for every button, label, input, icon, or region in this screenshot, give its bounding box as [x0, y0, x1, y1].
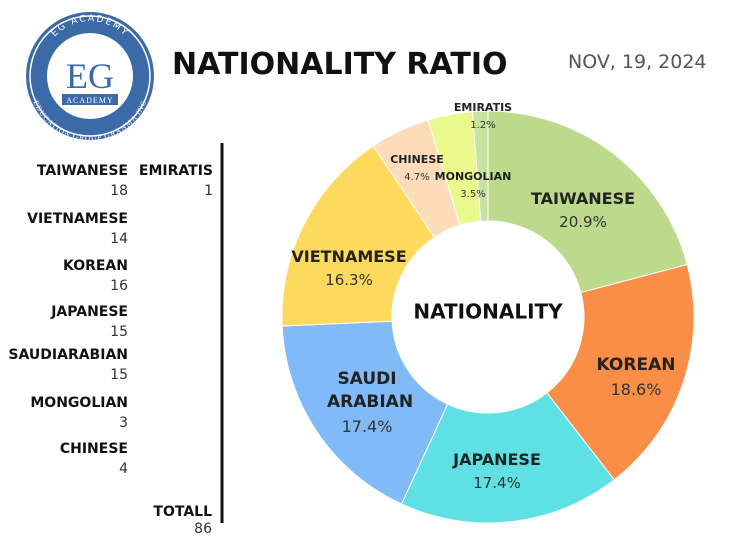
slice-value: 1.2% — [470, 120, 496, 131]
slice-label: VIETNAMESE 16.3% — [291, 246, 406, 292]
center-label: NATIONALITY — [413, 300, 563, 324]
count-value: 16 — [110, 278, 128, 294]
count-value: 14 — [110, 231, 128, 247]
slice-value: 16.3% — [325, 271, 373, 289]
slice-name: MONGOLIAN — [434, 170, 512, 183]
slice-label: EMIRATIS 1.2% — [454, 99, 512, 135]
count-label: CHINESE — [59, 441, 128, 457]
date: NOV, 19, 2024 — [568, 51, 707, 73]
title: NATIONALITY RATIO — [172, 47, 507, 82]
total-label: TOTALL — [153, 504, 212, 520]
count-label: TAIWANESE — [36, 163, 128, 179]
total-value: 86 — [194, 521, 212, 537]
donut — [281, 110, 695, 524]
slice-label: MONGOLIAN 3.5% — [435, 168, 512, 204]
slice-name: VIETNAMESE — [291, 247, 407, 266]
count-label: EMIRATIS — [138, 163, 213, 179]
slice-name: CHINESE — [390, 153, 444, 166]
slice-value: 17.4% — [473, 474, 521, 492]
slice-name: JAPANESE — [453, 450, 541, 469]
slice-label: KOREAN 18.6% — [597, 354, 676, 402]
count-label: MONGOLIAN — [30, 395, 128, 411]
logo-initials: EG — [66, 56, 114, 96]
slice-name: TAIWANESE — [530, 189, 636, 208]
slice — [471, 110, 489, 222]
slice — [281, 320, 449, 505]
slice-label: JAPANESE 17.4% — [453, 449, 541, 495]
slice-label: TAIWANESE 20.9% — [531, 188, 635, 234]
logo-word: ACADEMY — [66, 96, 113, 105]
slice-label: SAUDI ARABIAN 17.4% — [327, 368, 414, 439]
logo: EG ACADEMY EDUCATION GROUP GRANMA INC EG… — [26, 12, 154, 143]
count-value: 18 — [110, 183, 128, 199]
count-value: 1 — [204, 183, 213, 199]
count-label: SAUDIARABIAN — [8, 347, 128, 363]
slice — [546, 263, 695, 481]
slice-value: 4.7% — [404, 172, 430, 183]
count-label: JAPANESE — [51, 304, 128, 320]
count-value: 15 — [110, 367, 128, 383]
slice-value: 17.4% — [341, 417, 393, 436]
slice-value: 3.5% — [460, 189, 486, 200]
slice-name: KOREAN — [596, 355, 676, 375]
slice-name: SAUDI ARABIAN — [327, 369, 414, 412]
slice-value: 20.9% — [559, 213, 607, 231]
slice-name: EMIRATIS — [453, 101, 513, 114]
slice — [281, 145, 436, 327]
slice-value: 18.6% — [610, 380, 662, 399]
count-value: 15 — [110, 324, 128, 340]
count-value: 4 — [119, 461, 128, 477]
slice — [487, 110, 688, 294]
slice-label: CHINESE 4.7% — [390, 151, 444, 187]
slice — [400, 392, 615, 524]
count-value: 3 — [119, 415, 128, 431]
count-label: KOREAN — [62, 258, 128, 274]
count-label: VIETNAMESE — [27, 211, 128, 227]
